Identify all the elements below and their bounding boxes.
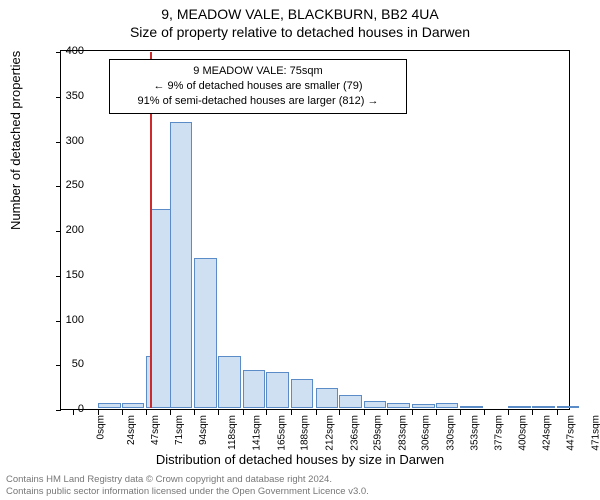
footer-line1: Contains HM Land Registry data © Crown c… bbox=[6, 474, 600, 486]
xtick-mark bbox=[484, 410, 485, 415]
annotation-line: 9 MEADOW VALE: 75sqm bbox=[118, 64, 398, 79]
xtick-mark bbox=[266, 410, 267, 415]
xtick-mark bbox=[146, 410, 147, 415]
histogram-bar bbox=[243, 370, 266, 408]
xtick-label: 377sqm bbox=[494, 415, 505, 451]
xtick-mark bbox=[243, 410, 244, 415]
xtick-label: 447sqm bbox=[566, 415, 577, 451]
ytick-label: 50 bbox=[44, 358, 84, 370]
xtick-mark bbox=[339, 410, 340, 415]
xtick-mark bbox=[508, 410, 509, 415]
chart-area: 0sqm24sqm47sqm71sqm94sqm118sqm141sqm165s… bbox=[60, 50, 570, 410]
histogram-bar bbox=[218, 356, 241, 408]
xtick-label: 353sqm bbox=[469, 415, 480, 451]
page-title: 9, MEADOW VALE, BLACKBURN, BB2 4UA bbox=[0, 0, 600, 22]
plot-region: 0sqm24sqm47sqm71sqm94sqm118sqm141sqm165s… bbox=[60, 50, 570, 410]
ytick-label: 250 bbox=[44, 179, 84, 191]
ytick-label: 350 bbox=[44, 90, 84, 102]
histogram-bar bbox=[508, 406, 531, 408]
xtick-label: 400sqm bbox=[517, 415, 528, 451]
xtick-mark bbox=[460, 410, 461, 415]
ytick-label: 150 bbox=[44, 269, 84, 281]
histogram-bar bbox=[387, 403, 410, 408]
histogram-bar bbox=[122, 403, 145, 408]
xtick-label: 94sqm bbox=[198, 415, 209, 445]
xtick-label: 236sqm bbox=[349, 415, 360, 451]
xtick-label: 141sqm bbox=[252, 415, 263, 451]
xtick-mark bbox=[218, 410, 219, 415]
xtick-mark bbox=[194, 410, 195, 415]
page-subtitle: Size of property relative to detached ho… bbox=[0, 22, 600, 40]
xtick-mark bbox=[532, 410, 533, 415]
xtick-mark bbox=[436, 410, 437, 415]
histogram-bar bbox=[170, 122, 193, 408]
xtick-mark bbox=[364, 410, 365, 415]
footer: Contains HM Land Registry data © Crown c… bbox=[0, 474, 600, 498]
ytick-label: 400 bbox=[44, 45, 84, 57]
xtick-label: 118sqm bbox=[227, 415, 238, 450]
histogram-bar bbox=[291, 379, 314, 408]
xtick-label: 330sqm bbox=[446, 415, 457, 451]
histogram-bar bbox=[339, 395, 362, 408]
xtick-label: 424sqm bbox=[542, 415, 553, 451]
annotation-box: 9 MEADOW VALE: 75sqm← 9% of detached hou… bbox=[109, 59, 407, 114]
xtick-mark bbox=[291, 410, 292, 415]
y-axis-label: Number of detached properties bbox=[8, 51, 23, 230]
histogram-bar bbox=[412, 404, 435, 408]
xtick-label: 259sqm bbox=[373, 415, 384, 451]
xtick-label: 188sqm bbox=[300, 415, 311, 451]
xtick-mark bbox=[170, 410, 171, 415]
xtick-label: 0sqm bbox=[96, 415, 107, 439]
histogram-bar bbox=[316, 388, 339, 408]
xtick-label: 471sqm bbox=[590, 415, 600, 451]
xtick-label: 165sqm bbox=[276, 415, 287, 451]
xtick-mark bbox=[387, 410, 388, 415]
histogram-bar bbox=[436, 403, 459, 408]
histogram-bar bbox=[98, 403, 121, 408]
xtick-label: 71sqm bbox=[174, 415, 185, 445]
xtick-label: 212sqm bbox=[324, 415, 335, 451]
xtick-label: 24sqm bbox=[126, 415, 137, 445]
xtick-mark bbox=[98, 410, 99, 415]
ytick-label: 0 bbox=[44, 403, 84, 415]
histogram-bar bbox=[532, 406, 555, 408]
xtick-mark bbox=[557, 410, 558, 415]
xtick-mark bbox=[412, 410, 413, 415]
annotation-line: 91% of semi-detached houses are larger (… bbox=[118, 94, 398, 109]
x-axis-label: Distribution of detached houses by size … bbox=[0, 452, 600, 467]
xtick-label: 47sqm bbox=[150, 415, 161, 445]
xtick-mark bbox=[316, 410, 317, 415]
xtick-label: 283sqm bbox=[397, 415, 408, 451]
xtick-mark bbox=[122, 410, 123, 415]
ytick-label: 100 bbox=[44, 314, 84, 326]
ytick-label: 300 bbox=[44, 135, 84, 147]
histogram-bar bbox=[557, 406, 580, 408]
histogram-bar bbox=[364, 401, 387, 408]
annotation-line: ← 9% of detached houses are smaller (79) bbox=[118, 79, 398, 94]
histogram-bar bbox=[460, 406, 483, 408]
footer-line2: Contains public sector information licen… bbox=[6, 486, 600, 498]
histogram-bar bbox=[266, 372, 289, 408]
histogram-bar bbox=[194, 258, 217, 408]
ytick-label: 200 bbox=[44, 224, 84, 236]
xtick-label: 306sqm bbox=[421, 415, 432, 451]
